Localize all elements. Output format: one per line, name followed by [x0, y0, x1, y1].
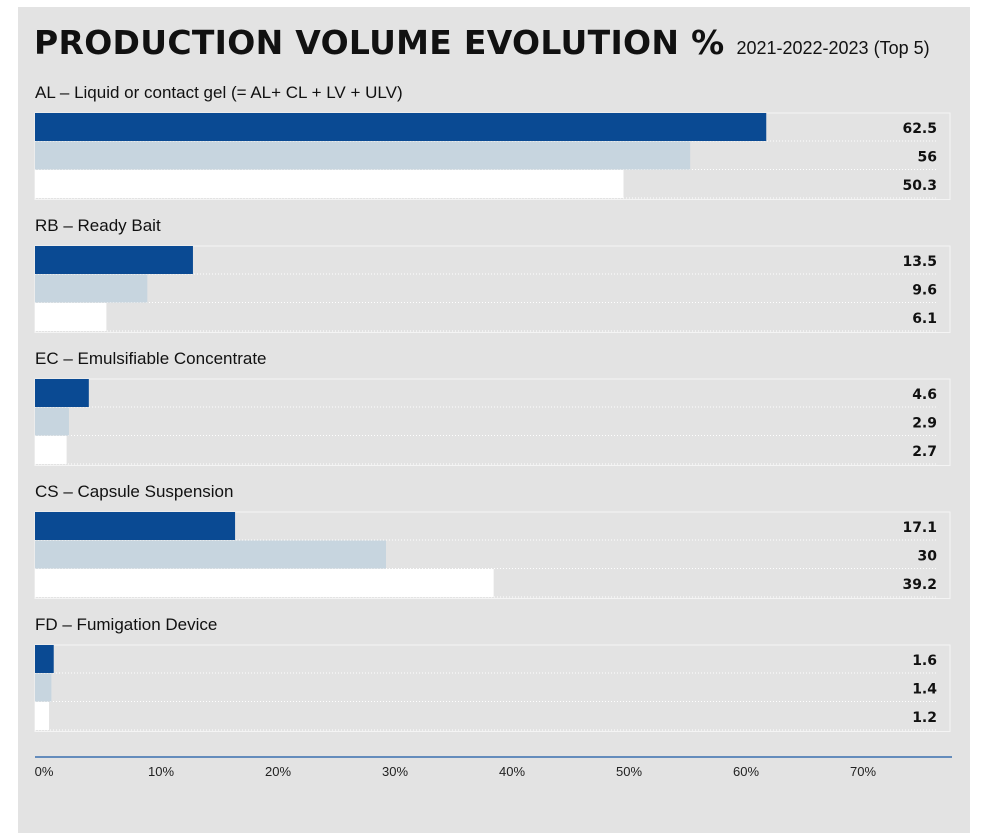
bar: [35, 274, 148, 303]
x-tick-label: 40%: [499, 764, 525, 779]
value-label: 39.2: [902, 577, 937, 593]
bar: [35, 407, 69, 436]
category-label: RB – Ready Bait: [35, 216, 161, 235]
bar: [35, 673, 52, 702]
chart-title: PRODUCTION VOLUME EVOLUTION %: [34, 23, 725, 62]
value-label: 2.9: [912, 416, 937, 432]
bar: [35, 246, 193, 274]
bar: [35, 113, 767, 141]
category-label: CS – Capsule Suspension: [35, 482, 233, 501]
group-box: [34, 378, 951, 466]
bar: [35, 569, 494, 597]
value-label: 2.7: [912, 444, 937, 460]
bar: [35, 303, 107, 331]
category-label: FD – Fumigation Device: [35, 615, 217, 634]
bar: [35, 512, 236, 540]
bar: [35, 141, 691, 170]
bar: [35, 379, 89, 407]
value-label: 4.6: [912, 387, 937, 403]
value-label: 62.5: [902, 121, 937, 137]
value-label: 17.1: [902, 520, 937, 536]
category-label: EC – Emulsifiable Concentrate: [35, 349, 267, 368]
x-tick-label: 0%: [35, 764, 54, 779]
value-label: 1.6: [912, 653, 937, 669]
value-label: 1.2: [912, 710, 937, 726]
group-box: [34, 644, 951, 732]
x-tick-label: 50%: [616, 764, 642, 779]
category-label: AL – Liquid or contact gel (= AL+ CL + L…: [35, 83, 403, 102]
x-tick-label: 70%: [850, 764, 876, 779]
value-label: 13.5: [902, 254, 937, 270]
value-label: 1.4: [912, 682, 937, 698]
x-tick-label: 60%: [733, 764, 759, 779]
value-label: 9.6: [912, 283, 937, 299]
bar: [35, 170, 624, 198]
bar: [35, 645, 54, 673]
chart-subtitle: 2021-2022-2023 (Top 5): [736, 38, 930, 58]
value-label: 6.1: [912, 311, 937, 327]
bar: [35, 436, 67, 464]
value-label: 30: [918, 549, 938, 565]
x-tick-label: 10%: [148, 764, 174, 779]
value-label: 50.3: [902, 178, 937, 194]
value-label: 56: [918, 150, 937, 166]
x-tick-label: 30%: [382, 764, 408, 779]
bar: [35, 540, 386, 569]
title-row: PRODUCTION VOLUME EVOLUTION % 2021-2022-2…: [34, 23, 930, 62]
x-tick-label: 20%: [265, 764, 291, 779]
bar: [35, 702, 50, 730]
